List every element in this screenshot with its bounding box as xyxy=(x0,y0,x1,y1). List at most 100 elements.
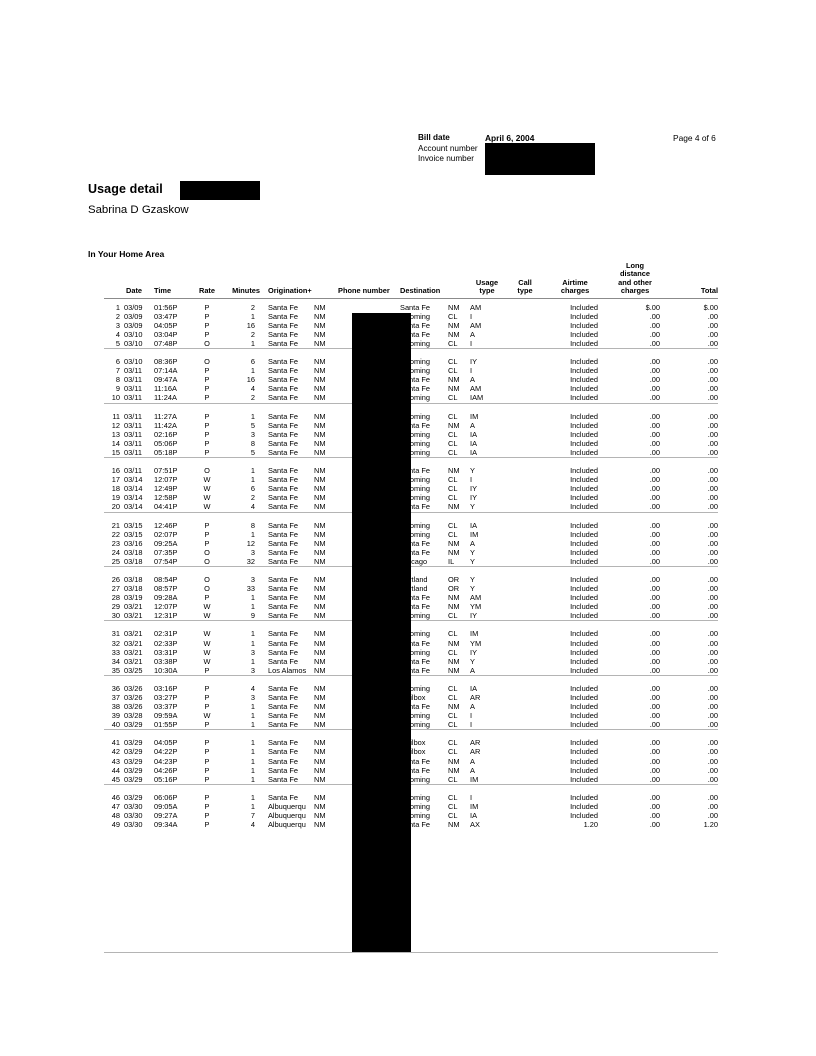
cell-airtime: Included xyxy=(570,302,599,312)
cell-ld: .00 xyxy=(649,602,661,612)
cell-destination-state: CL xyxy=(448,484,458,494)
cell-date: 03/11 xyxy=(124,393,142,403)
cell-airtime: Included xyxy=(570,547,599,557)
cell-minutes: 1 xyxy=(250,602,255,612)
cell-airtime: Included xyxy=(570,584,599,594)
cell-time: 07:14A xyxy=(154,366,178,376)
cell-call-type xyxy=(504,412,546,421)
cell-origination-state: NM xyxy=(314,720,326,730)
table-group-separator xyxy=(104,457,719,467)
table-row: 36 03/26 03:16P P 4 Santa Fe NM Incoming CL IA Inc… xyxy=(104,684,718,693)
cell-seq: 7 xyxy=(115,366,120,376)
cell-minutes: 2 xyxy=(250,393,255,403)
cell-usage-type: IM xyxy=(470,411,479,421)
cell-time: 05:06P xyxy=(154,438,178,448)
cell-origination-state: NM xyxy=(314,429,326,439)
cell-minutes: 1 xyxy=(250,720,255,730)
cell-destination: Santa Fe xyxy=(400,329,431,339)
cell-date: 03/28 xyxy=(124,711,143,721)
cell-minutes: 5 xyxy=(250,420,255,430)
cell-origination: Santa Fe xyxy=(268,466,298,476)
cell-origination-state: NM xyxy=(314,311,326,321)
cell-total: .00 xyxy=(707,384,719,394)
cell-call-type xyxy=(504,521,546,530)
cell-total: .00 xyxy=(707,375,719,385)
table-row: 10 03/11 11:24A P 2 Santa Fe NM Incoming CL IAM In… xyxy=(104,393,718,403)
cell-destination: Santa Fe xyxy=(400,384,431,394)
cell-total: .00 xyxy=(707,747,719,757)
cell-origination: Santa Fe xyxy=(268,792,298,802)
group-separator-rule xyxy=(104,783,719,793)
cell-destination-state: CL xyxy=(448,693,458,702)
cell-ld: .00 xyxy=(649,502,661,512)
cell-total: .00 xyxy=(707,801,719,811)
cell-destination-state: CL xyxy=(448,683,458,693)
cell-call-type xyxy=(504,602,546,611)
cell-minutes: 1 xyxy=(250,339,255,348)
cell-airtime: Included xyxy=(570,765,599,775)
section-heading: In Your Home Area xyxy=(88,249,165,259)
cell-ld: .00 xyxy=(649,720,661,730)
cell-origination-state: NM xyxy=(314,329,326,339)
cell-call-type xyxy=(504,357,546,366)
cell-time: 03:04P xyxy=(154,329,178,339)
bill-date-label: Bill date xyxy=(418,133,450,142)
cell-time: 06:06P xyxy=(154,792,178,802)
cell-call-type xyxy=(504,711,546,720)
cell-ld: .00 xyxy=(649,538,661,548)
cell-origination: Santa Fe xyxy=(268,438,298,448)
cell-destination: Incoming xyxy=(400,429,431,439)
cell-destination: Incoming xyxy=(400,438,431,448)
cell-destination: Incoming xyxy=(400,311,431,321)
table-group-separator xyxy=(104,348,719,358)
cell-call-type xyxy=(504,693,546,702)
cell-date: 03/14 xyxy=(124,502,143,512)
cell-total: .00 xyxy=(707,629,719,639)
cell-total: .00 xyxy=(707,811,719,821)
cell-origination-state: NM xyxy=(314,801,326,811)
cell-total: .00 xyxy=(707,529,719,539)
cell-origination-state: NM xyxy=(314,384,326,394)
account-number-label: Account number xyxy=(418,143,478,153)
cell-origination-state: NM xyxy=(314,765,326,775)
cell-usage-type: IY xyxy=(470,484,477,494)
cell-destination: Portland xyxy=(400,584,428,594)
cell-destination-state: CL xyxy=(448,711,458,721)
table-group-separator xyxy=(104,674,719,684)
cell-total: .00 xyxy=(707,484,719,494)
cell-call-type xyxy=(504,584,546,593)
cell-seq: 15 xyxy=(111,447,120,457)
cell-destination: Incoming xyxy=(400,393,431,403)
table-row: 9 03/11 11:16A P 4 Santa Fe NM Santa Fe NM AM Incl… xyxy=(104,384,718,393)
cell-ld: .00 xyxy=(649,438,661,448)
cell-date: 03/11 xyxy=(124,466,142,476)
cell-usage-type: Y xyxy=(470,556,475,566)
cell-destination-state: CL xyxy=(448,774,458,784)
cell-call-type xyxy=(504,593,546,602)
cell-total: .00 xyxy=(707,765,719,775)
cell-usage-type: I xyxy=(470,339,473,348)
ld-line-3: and other xyxy=(618,277,652,287)
cell-call-type xyxy=(504,493,546,502)
cell-destination: Mailbox xyxy=(400,693,426,702)
cell-time: 07:51P xyxy=(154,466,178,476)
cell-rate: P xyxy=(204,683,210,693)
cell-phone-number xyxy=(338,303,400,312)
cell-minutes: 3 xyxy=(250,693,255,702)
cell-rate: P xyxy=(204,411,210,421)
cell-date: 03/14 xyxy=(124,475,143,485)
cell-minutes: 2 xyxy=(250,302,255,312)
cell-destination: Incoming xyxy=(400,801,431,811)
cell-call-type xyxy=(504,484,546,493)
cell-origination: Santa Fe xyxy=(268,475,298,485)
cell-seq: 47 xyxy=(111,801,120,811)
cell-call-type xyxy=(504,466,546,475)
table-row: 1 03/09 01:56P P 2 Santa Fe NM Santa Fe NM AM Incl… xyxy=(104,303,718,312)
cell-call-type xyxy=(504,720,546,730)
cell-date: 03/26 xyxy=(124,702,143,712)
cell-destination-state: CL xyxy=(448,647,458,657)
cell-total: .00 xyxy=(707,774,719,784)
cell-total: .00 xyxy=(707,329,719,339)
cell-total: .00 xyxy=(707,311,719,321)
cell-airtime: Included xyxy=(570,447,599,457)
